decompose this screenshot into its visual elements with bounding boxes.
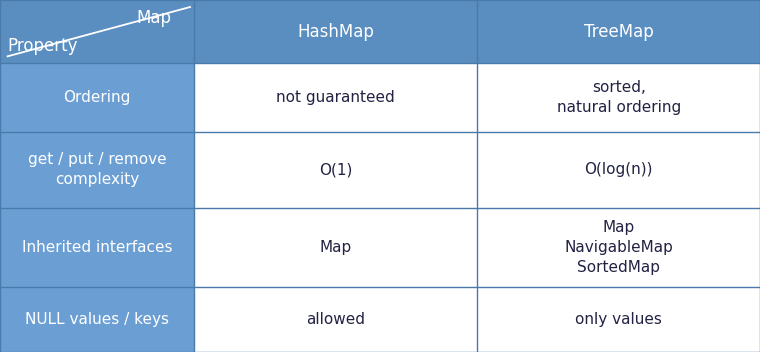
Text: allowed: allowed [306,312,365,327]
Bar [477,287,760,352]
Bar [194,287,477,352]
Text: NULL values / keys: NULL values / keys [25,312,169,327]
Bar [194,132,477,208]
Bar [194,208,477,287]
Text: TreeMap: TreeMap [584,23,654,41]
Bar [477,63,760,132]
Bar [194,0,477,63]
Bar [0,208,194,287]
Bar [0,287,194,352]
Text: O(log(n)): O(log(n)) [584,162,653,177]
Text: only values: only values [575,312,662,327]
Bar [477,0,760,63]
Text: not guaranteed: not guaranteed [276,90,395,105]
Text: Map: Map [136,9,171,27]
Text: Inherited interfaces: Inherited interfaces [21,240,173,255]
Bar [0,0,194,63]
Text: Map: Map [319,240,352,255]
Bar [477,208,760,287]
Text: O(1): O(1) [319,162,352,177]
Bar [477,132,760,208]
Text: Property: Property [8,37,78,55]
Text: HashMap: HashMap [297,23,374,41]
Bar [0,132,194,208]
Text: Ordering: Ordering [63,90,131,105]
Text: sorted,
natural ordering: sorted, natural ordering [556,80,681,115]
Bar [0,63,194,132]
Text: Map
NavigableMap
SortedMap: Map NavigableMap SortedMap [564,220,673,275]
Text: get / put / remove
complexity: get / put / remove complexity [27,152,166,187]
Bar [194,63,477,132]
